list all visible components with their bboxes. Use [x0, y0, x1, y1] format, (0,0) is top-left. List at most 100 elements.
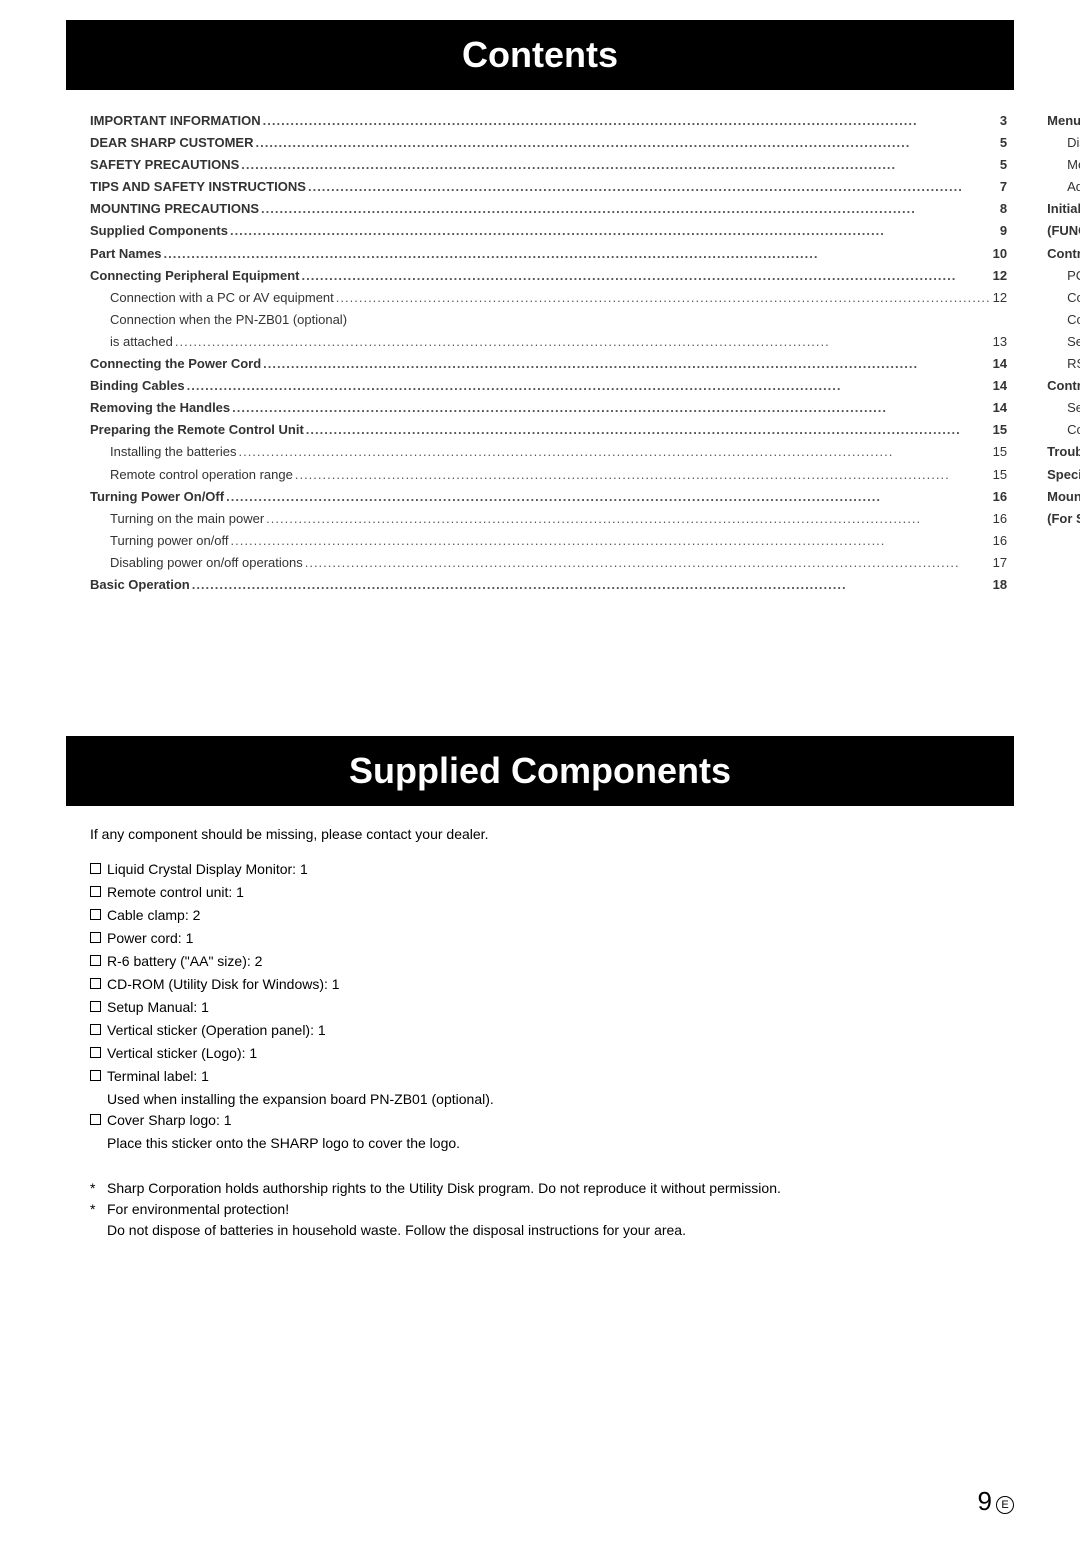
toc-dots — [306, 176, 1000, 198]
toc-label: Setting of the GAMMA user data — [1067, 331, 1080, 353]
component-item: Vertical sticker (Operation panel): 1 — [90, 1020, 990, 1041]
toc-page: 14 — [993, 397, 1007, 419]
toc-dots — [334, 287, 993, 309]
toc-row: Communication procedure30 — [1047, 309, 1080, 331]
supplied-body: If any component should be missing, plea… — [0, 806, 1080, 1241]
component-text: Terminal label: 1 — [107, 1066, 209, 1087]
toc-page: 10 — [993, 243, 1007, 265]
toc-dots — [261, 353, 993, 375]
component-item: Setup Manual: 1 — [90, 997, 990, 1018]
toc-page: 12 — [993, 287, 1007, 309]
toc-row: DEAR SHARP CUSTOMER5 — [90, 132, 1007, 154]
checkbox-icon — [90, 886, 101, 897]
toc-label: Turning power on/off — [110, 530, 229, 552]
toc-dots — [304, 419, 993, 441]
toc-dots — [239, 154, 1000, 176]
toc-label: Preparing the Remote Control Unit — [90, 419, 304, 441]
toc-label: Controlling the Monitor with a PC (RS-23… — [1047, 243, 1080, 265]
toc-label: TIPS AND SAFETY INSTRUCTIONS — [90, 176, 306, 198]
toc-row: Preparing the Remote Control Unit15 — [90, 419, 1007, 441]
toc-row: Turning Power On/Off16 — [90, 486, 1007, 508]
toc-page: 8 — [1000, 198, 1007, 220]
toc-row: Connecting Peripheral Equipment12 — [90, 265, 1007, 287]
toc-row: SAFETY PRECAUTIONS 5 — [90, 154, 1007, 176]
section-header-contents: Contents — [66, 20, 1014, 90]
toc-dots — [228, 220, 1000, 242]
toc-row: Setting of the GAMMA user data33 — [1047, 331, 1080, 353]
toc-row: Adjustments for PC screen display28 — [1047, 176, 1080, 198]
toc-row: PC connection30 — [1047, 265, 1080, 287]
toc-dots — [303, 552, 993, 574]
toc-row: Settings to connect to a LAN42 — [1047, 397, 1080, 419]
toc-page: 12 — [993, 265, 1007, 287]
toc-dots — [264, 508, 993, 530]
checkbox-icon — [90, 863, 101, 874]
checkbox-icon — [90, 1070, 101, 1081]
component-item: Vertical sticker (Logo): 1 — [90, 1043, 990, 1064]
toc-label: Supplied Components — [90, 220, 228, 242]
checkbox-icon — [90, 1001, 101, 1012]
toc-page: 16 — [993, 508, 1007, 530]
toc-row: TIPS AND SAFETY INSTRUCTIONS 7 — [90, 176, 1007, 198]
checkbox-icon — [90, 955, 101, 966]
toc-page: 7 — [1000, 176, 1007, 198]
toc-container: IMPORTANT INFORMATION3DEAR SHARP CUSTOME… — [0, 90, 1080, 596]
toc-label: Menu Items — [1047, 110, 1080, 132]
toc-row: Controlling the Monitor with a PC (LAN)4… — [1047, 375, 1080, 397]
toc-row: MOUNTING PRECAUTIONS8 — [90, 198, 1007, 220]
component-text: Setup Manual: 1 — [107, 997, 209, 1018]
toc-row: Supplied Components 9 — [90, 220, 1007, 242]
toc-row: Disabling power on/off operations17 — [90, 552, 1007, 574]
toc-label: Installing the batteries — [110, 441, 236, 463]
toc-label: Controlling the Monitor with a PC (LAN) — [1047, 375, 1080, 397]
component-text: Vertical sticker (Logo): 1 — [107, 1043, 257, 1064]
toc-left-column: IMPORTANT INFORMATION3DEAR SHARP CUSTOME… — [90, 110, 1007, 596]
toc-label: Basic Operation — [90, 574, 190, 596]
component-subnote: Used when installing the expansion board… — [90, 1089, 990, 1110]
toc-page: 3 — [1000, 110, 1007, 132]
toc-row: Controlling the Monitor with a PC (RS-23… — [1047, 243, 1080, 265]
component-item: Cable clamp: 2 — [90, 905, 990, 926]
toc-label: Removing the Handles — [90, 397, 230, 419]
toc-label: Displaying the menu screen — [1067, 132, 1080, 154]
toc-label: Turning on the main power — [110, 508, 264, 530]
checkbox-icon — [90, 932, 101, 943]
toc-page: 15 — [993, 441, 1007, 463]
toc-row: Connection with a PC or AV equipment12 — [90, 287, 1007, 309]
toc-page: 14 — [993, 353, 1007, 375]
page-number: 9 E — [978, 1486, 1014, 1517]
toc-label: is attached — [110, 331, 173, 353]
toc-row: Connecting the Power Cord14 — [90, 353, 1007, 375]
component-text: Liquid Crystal Display Monitor: 1 — [107, 859, 308, 880]
component-item: Terminal label: 1 — [90, 1066, 990, 1087]
toc-label: Controlling with a PC — [1067, 419, 1080, 441]
toc-page: 18 — [993, 574, 1007, 596]
toc-page: 14 — [993, 375, 1007, 397]
toc-page: 5 — [1000, 154, 1007, 176]
component-text: Power cord: 1 — [107, 928, 193, 949]
toc-page: 9 — [1000, 220, 1007, 242]
supplied-notes: *Sharp Corporation holds authorship righ… — [90, 1178, 990, 1241]
component-item: Power cord: 1 — [90, 928, 990, 949]
section-header-supplied: Supplied Components — [66, 736, 1014, 806]
page-lang-badge: E — [996, 1496, 1014, 1514]
component-item: Remote control unit: 1 — [90, 882, 990, 903]
toc-row: Troubleshooting50 — [1047, 441, 1080, 463]
toc-dots — [293, 464, 993, 486]
toc-label: Specifications — [1047, 464, 1080, 486]
toc-dots — [261, 110, 1000, 132]
toc-label: (For SHARP dealers and service engineers… — [1047, 508, 1080, 530]
toc-row: Displaying the menu screen20 — [1047, 132, 1080, 154]
toc-row: Removing the Handles 14 — [90, 397, 1007, 419]
component-item: Liquid Crystal Display Monitor: 1 — [90, 859, 990, 880]
toc-label: SAFETY PRECAUTIONS — [90, 154, 239, 176]
toc-row: Basic Operation 18 — [90, 574, 1007, 596]
toc-label: Turning Power On/Off — [90, 486, 224, 508]
toc-label: Binding Cables — [90, 375, 185, 397]
toc-row: Turning power on/off16 — [90, 530, 1007, 552]
toc-page: 15 — [993, 464, 1007, 486]
toc-page: 13 — [993, 331, 1007, 353]
toc-label: Remote control operation range — [110, 464, 293, 486]
toc-label: PC connection — [1067, 265, 1080, 287]
toc-row: Connection when the PN-ZB01 (optional) — [90, 309, 1007, 331]
